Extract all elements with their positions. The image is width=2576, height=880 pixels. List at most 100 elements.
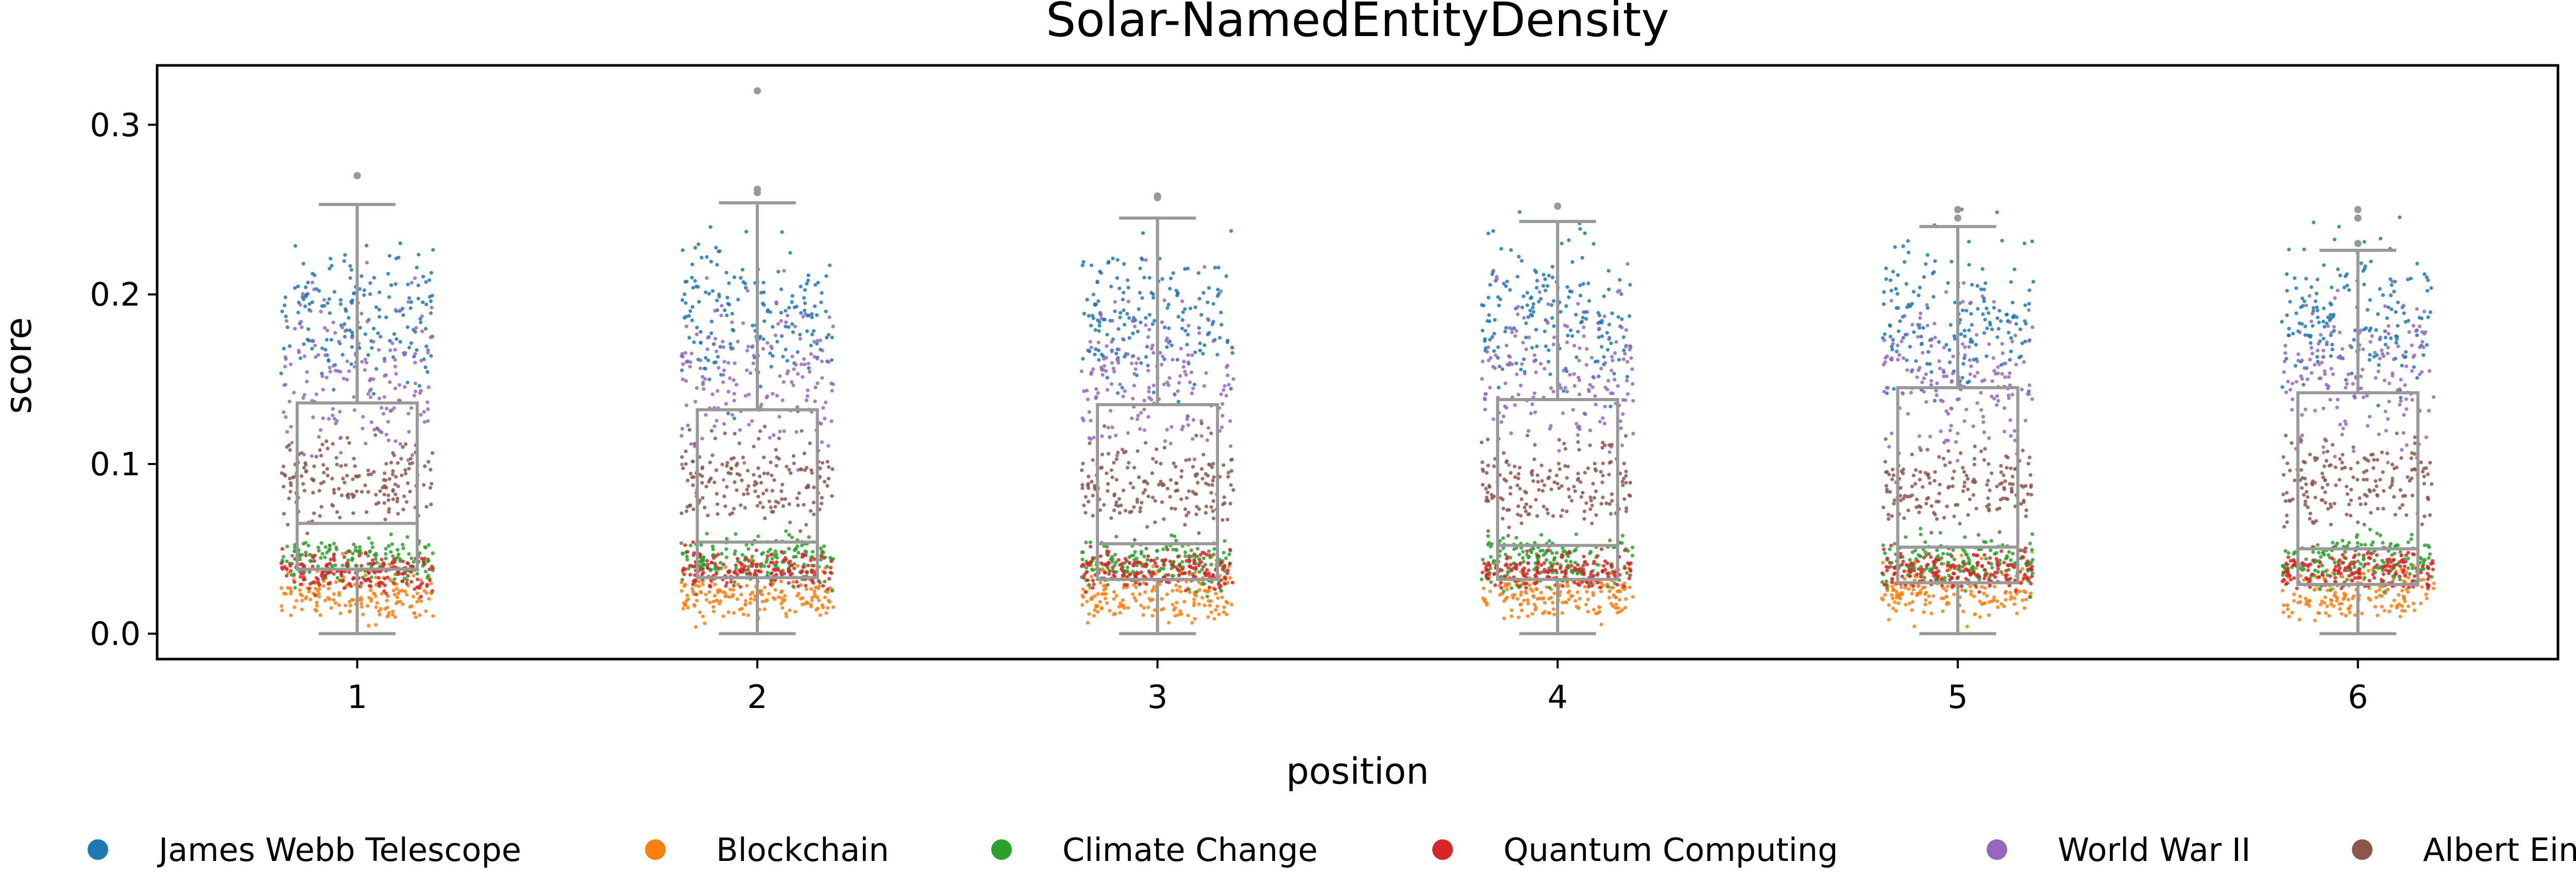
- strip-point: [1112, 508, 1116, 512]
- strip-point: [1496, 356, 1500, 360]
- strip-point: [1554, 568, 1558, 573]
- strip-point: [391, 554, 395, 558]
- strip-point: [398, 599, 402, 603]
- strip-point: [1173, 392, 1177, 396]
- strip-point: [680, 352, 684, 356]
- strip-point: [333, 601, 337, 605]
- strip-point: [1172, 560, 1176, 564]
- strip-point: [367, 624, 371, 628]
- strip-point: [825, 590, 830, 594]
- strip-point: [1165, 306, 1170, 310]
- strip-point: [312, 559, 316, 563]
- strip-point: [1569, 594, 1573, 598]
- strip-point: [1084, 540, 1088, 545]
- strip-point: [823, 417, 827, 421]
- strip-point: [328, 544, 332, 548]
- strip-point: [406, 282, 410, 287]
- strip-point: [1103, 424, 1107, 428]
- strip-point: [426, 348, 430, 352]
- strip-point: [1486, 572, 1490, 576]
- strip-point: [1134, 599, 1138, 603]
- strip-point: [1910, 600, 1914, 604]
- strip-point: [1589, 580, 1593, 584]
- strip-point: [1894, 590, 1899, 594]
- strip-point: [795, 564, 800, 568]
- strip-point: [2006, 563, 2010, 567]
- strip-point: [1972, 357, 1976, 362]
- strip-point: [831, 382, 835, 386]
- strip-point: [1518, 210, 1522, 214]
- strip-point: [1144, 316, 1148, 320]
- chart-title: Solar-NamedEntityDensity: [1046, 0, 1669, 47]
- strip-point: [392, 332, 396, 336]
- strip-point: [784, 348, 788, 352]
- strip-point: [2026, 392, 2030, 396]
- strip-point: [1941, 457, 1945, 461]
- strip-point: [1981, 540, 1986, 544]
- strip-point: [280, 558, 284, 562]
- strip-point: [374, 305, 378, 309]
- strip-point: [1130, 416, 1134, 421]
- strip-point: [400, 473, 404, 477]
- strip-point: [1535, 473, 1539, 477]
- strip-point: [1928, 435, 1932, 439]
- strip-point: [1937, 359, 1941, 364]
- strip-point: [1138, 509, 1142, 513]
- strip-point: [1488, 356, 1493, 360]
- strip-point: [377, 501, 381, 505]
- strip-point: [1620, 541, 1624, 545]
- strip-point: [1084, 566, 1089, 570]
- strip-point: [1946, 486, 1951, 490]
- strip-point: [366, 392, 370, 396]
- strip-point: [1911, 584, 1916, 588]
- strip-point: [770, 557, 774, 561]
- strip-point: [1563, 464, 1567, 468]
- strip-point: [1492, 332, 1496, 336]
- strip-point: [1589, 570, 1594, 574]
- strip-point: [1956, 567, 1960, 572]
- strip-point: [791, 580, 795, 584]
- strip-point: [395, 496, 400, 501]
- strip-point: [1622, 348, 1626, 353]
- strip-point: [740, 570, 745, 574]
- strip-point: [1942, 346, 1946, 350]
- strip-point: [1516, 615, 1520, 619]
- strip-point: [1080, 550, 1084, 554]
- strip-point: [1486, 437, 1490, 442]
- strip-point: [1987, 342, 1991, 347]
- strip-point: [681, 568, 685, 572]
- strip-point: [1091, 367, 1095, 371]
- strip-point: [686, 597, 690, 601]
- strip-point: [722, 359, 726, 364]
- strip-point: [287, 476, 292, 480]
- strip-point: [1562, 389, 1566, 393]
- strip-point: [781, 606, 785, 610]
- strip-point: [1115, 258, 1120, 262]
- strip-point: [732, 611, 736, 615]
- strip-point: [1982, 331, 1986, 335]
- strip-point: [1883, 460, 1887, 464]
- strip-point: [681, 607, 685, 611]
- strip-point: [1114, 560, 1118, 564]
- strip-point: [393, 386, 397, 391]
- strip-point: [710, 544, 715, 548]
- strip-point: [379, 335, 383, 339]
- strip-point: [713, 308, 717, 313]
- strip-point: [2030, 239, 2034, 244]
- strip-point: [1609, 492, 1614, 496]
- strip-point: [1531, 305, 1535, 309]
- strip-point: [1510, 614, 1514, 618]
- strip-point: [1894, 287, 1898, 291]
- strip-point: [323, 353, 328, 357]
- strip-point: [820, 359, 824, 364]
- strip-point: [1968, 571, 1972, 575]
- strip-point: [1171, 563, 1175, 567]
- strip-point: [371, 392, 376, 396]
- strip-point: [372, 470, 376, 474]
- strip-point: [1093, 594, 1097, 598]
- strip-point: [384, 406, 389, 411]
- strip-point: [1960, 342, 1964, 346]
- strip-point: [383, 517, 387, 522]
- strip-point: [1914, 359, 1918, 363]
- strip-point: [1622, 566, 1627, 570]
